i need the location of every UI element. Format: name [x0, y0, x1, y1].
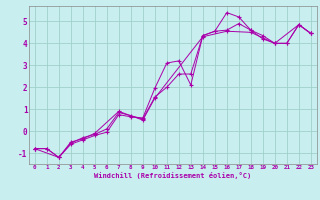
X-axis label: Windchill (Refroidissement éolien,°C): Windchill (Refroidissement éolien,°C): [94, 172, 252, 179]
